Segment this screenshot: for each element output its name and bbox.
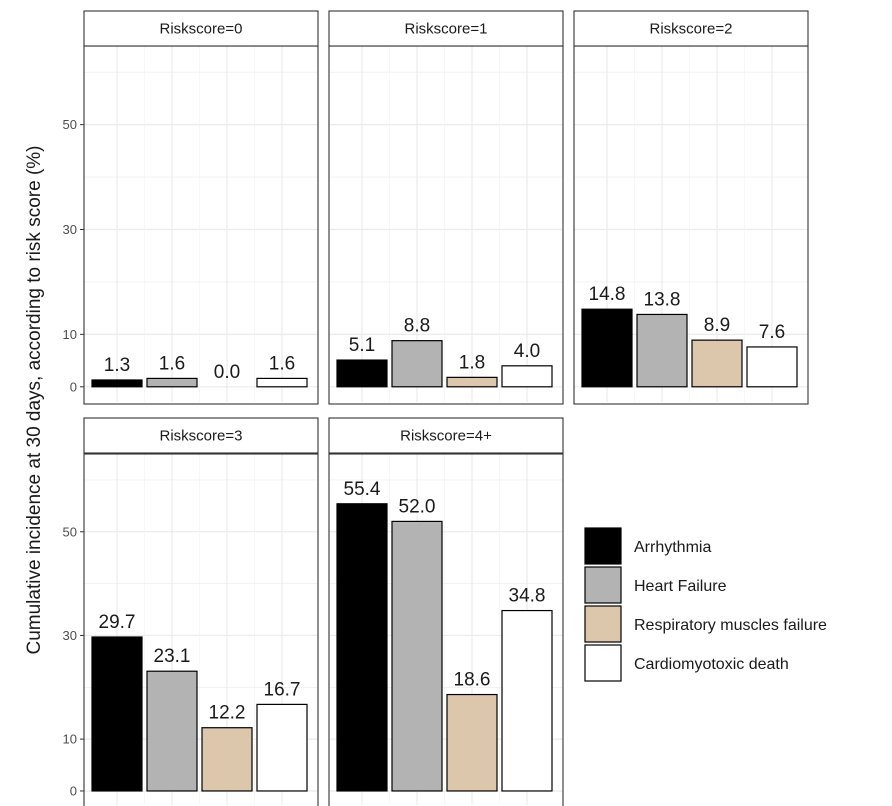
panel-border	[83, 453, 319, 806]
y-tick-label: 0	[70, 783, 77, 798]
bar-respiratory-muscles-failure	[446, 376, 498, 388]
bar-value-label: 13.8	[644, 289, 681, 310]
y-tick-label: 0	[70, 379, 77, 394]
bar-heart-failure	[146, 670, 198, 792]
facet-strip-label: Riskscore=2	[650, 21, 733, 38]
bar-value-label: 55.4	[344, 479, 381, 500]
bar-arrhythmia	[91, 636, 143, 792]
bar-layer	[91, 308, 798, 792]
bar-value-label: 12.2	[209, 703, 246, 724]
bar-arrhythmia	[336, 503, 388, 792]
value-label-layer: 1.3 1.6 0.0 1.6 5.1 8.8 1.8 4.0 14.8 13.8 8.9 7.6 29…	[99, 284, 786, 724]
legend-label: Respiratory muscles failure	[634, 617, 827, 634]
bar-value-label: 4.0	[514, 341, 540, 362]
legend-key	[584, 527, 622, 565]
bar-value-label: 8.8	[404, 316, 430, 337]
facet-strip	[328, 10, 564, 47]
y-axis-layer: 0 10 30 50 0 10 30 50	[63, 117, 84, 798]
bar-heart-failure	[636, 313, 688, 388]
y-tick-label: 50	[63, 117, 77, 132]
facet-strip	[83, 417, 319, 454]
facet-strip	[83, 10, 319, 47]
bar-value-label: 7.6	[759, 322, 785, 343]
bar-value-label: 5.1	[349, 335, 375, 356]
legend: Arrhythmia Heart Failure Respiratory muscl…	[584, 527, 827, 682]
bar-cardiomyotoxic-death	[256, 377, 308, 388]
bar-value-label: 16.7	[264, 679, 301, 700]
bar-cardiomyotoxic-death	[256, 703, 308, 792]
panel-frame-layer: Riskscore=0 Riskscore=1 Riskscore=2 Risksco…	[83, 10, 809, 806]
bar-value-label: 52.0	[399, 496, 436, 517]
y-axis-title: Cumulative incidence at 30 days, accordi…	[24, 145, 45, 654]
panel-background	[329, 46, 563, 402]
y-tick-label: 50	[63, 524, 77, 539]
y-tick-label: 10	[63, 732, 77, 747]
facet-strip-label: Riskscore=1	[405, 21, 488, 38]
bar-value-label: 1.8	[459, 352, 485, 373]
facet-strip-label: Riskscore=3	[160, 428, 243, 445]
bar-cardiomyotoxic-death	[501, 365, 553, 388]
facet-strip-label: Riskscore=0	[160, 21, 243, 38]
panel-background	[84, 46, 318, 402]
panel-border	[328, 453, 564, 806]
legend-key	[584, 605, 622, 643]
legend-label: Arrhythmia	[634, 539, 711, 556]
facet-strip-label: Riskscore=4+	[400, 428, 492, 445]
bar-value-label: 1.3	[104, 355, 130, 376]
bar-arrhythmia	[336, 359, 388, 388]
bar-heart-failure	[391, 340, 443, 388]
bar-heart-failure	[391, 520, 443, 792]
bar-value-label: 8.9	[704, 315, 730, 336]
bar-heart-failure	[146, 377, 198, 388]
bar-value-label: 14.8	[589, 284, 626, 305]
bar-value-label: 1.6	[159, 353, 185, 374]
bar-arrhythmia	[581, 308, 633, 388]
bar-value-label: 29.7	[99, 612, 136, 633]
bar-value-label: 18.6	[454, 670, 491, 691]
bar-respiratory-muscles-failure	[691, 339, 743, 388]
facet-strip	[328, 417, 564, 454]
bar-respiratory-muscles-failure	[201, 727, 253, 792]
legend-key	[584, 644, 622, 682]
bar-value-label: 23.1	[154, 646, 191, 667]
legend-key	[584, 566, 622, 604]
bar-cardiomyotoxic-death	[746, 346, 798, 388]
y-tick-label: 10	[63, 327, 77, 342]
bar-value-label: 0.0	[214, 362, 240, 383]
bar-value-label: 34.8	[509, 586, 546, 607]
bar-respiratory-muscles-failure	[446, 693, 498, 792]
legend-label: Heart Failure	[634, 578, 727, 595]
legend-label: Cardiomyotoxic death	[634, 656, 789, 673]
y-tick-label: 30	[63, 222, 77, 237]
bar-value-label: 1.6	[269, 353, 295, 374]
bar-arrhythmia	[91, 379, 143, 388]
facet-strip	[573, 10, 809, 47]
bar-cardiomyotoxic-death	[501, 609, 553, 792]
y-tick-label: 30	[63, 628, 77, 643]
